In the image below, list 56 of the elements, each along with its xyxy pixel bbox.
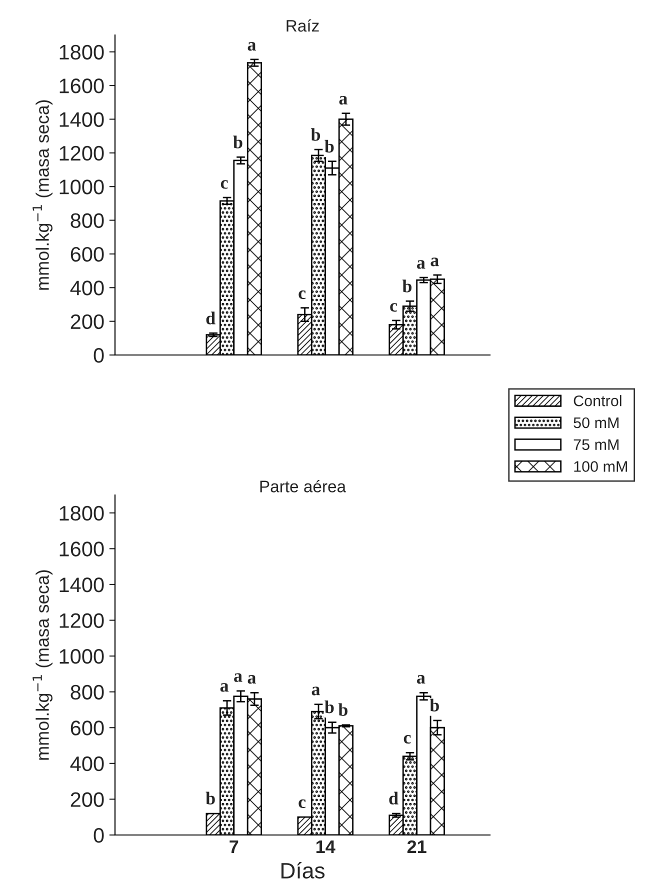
y-tick-label: 600: [70, 720, 104, 736]
data-label: c: [390, 303, 398, 312]
y-tick-label: 600: [70, 246, 104, 262]
data-label: a: [417, 675, 426, 684]
data-label: b: [206, 792, 215, 804]
data-label: b: [310, 128, 320, 141]
y-tick-label: 1400: [60, 112, 104, 127]
y-tick-label: 800: [70, 213, 104, 228]
data-label: a: [417, 260, 426, 269]
y-tick-label: 200: [70, 314, 104, 330]
data-label: b: [324, 700, 334, 714]
data-label: c: [404, 734, 411, 744]
x-tick-label: 21: [407, 840, 426, 853]
data-label: b: [324, 140, 334, 153]
data-label: c: [298, 290, 306, 300]
y-tick-label: 1800: [60, 506, 104, 521]
data-label: b: [233, 136, 242, 148]
y-tick-label: 200: [70, 792, 104, 807]
data-label: c: [298, 799, 306, 808]
data-label: d: [389, 792, 398, 804]
legend-label: 50 mM: [574, 417, 618, 428]
data-label: d: [206, 312, 216, 324]
x-tick-label: 7: [230, 840, 238, 853]
legend-label: 75 mM: [574, 439, 618, 450]
data-label: a: [339, 96, 348, 105]
data-label: c: [220, 180, 228, 189]
y-axis-title: mmol.kg$^{−1}$ (masa seca): [32, 570, 53, 760]
y-tick-label: 1000: [60, 180, 104, 194]
data-label: a: [248, 42, 256, 51]
data-label: b: [402, 280, 412, 292]
legend-label: 100 mM: [574, 461, 627, 472]
y-tick-label: 1600: [60, 78, 104, 94]
y-tick-label: 400: [70, 280, 104, 296]
y-axis-title: mmol.kg$^{−1}$ (masa seca): [32, 100, 53, 290]
chart-title: Parte aérea: [260, 480, 346, 492]
y-tick-label: 1200: [60, 146, 104, 161]
data-label: a: [234, 673, 242, 682]
data-label: a: [430, 258, 439, 266]
y-tick-label: 1000: [60, 649, 104, 664]
chart-title: Raíz: [286, 19, 319, 32]
y-tick-label: 800: [70, 684, 104, 700]
data-label: a: [220, 683, 229, 692]
y-tick-label: 1800: [60, 44, 104, 60]
data-label: b: [430, 698, 439, 712]
y-tick-label: 1400: [60, 577, 104, 592]
y-tick-label: 400: [70, 756, 104, 772]
y-tick-label: 1600: [60, 542, 104, 556]
data-label: a: [248, 675, 256, 684]
legend-label: Control: [574, 395, 622, 406]
data-label: a: [312, 686, 320, 696]
y-tick-label: 0: [94, 348, 104, 363]
data-label: b: [338, 703, 348, 716]
y-tick-label: 1200: [60, 613, 104, 628]
x-axis-title: Días: [281, 862, 325, 879]
y-tick-label: 0: [94, 828, 104, 843]
x-tick-label: 14: [316, 840, 336, 853]
